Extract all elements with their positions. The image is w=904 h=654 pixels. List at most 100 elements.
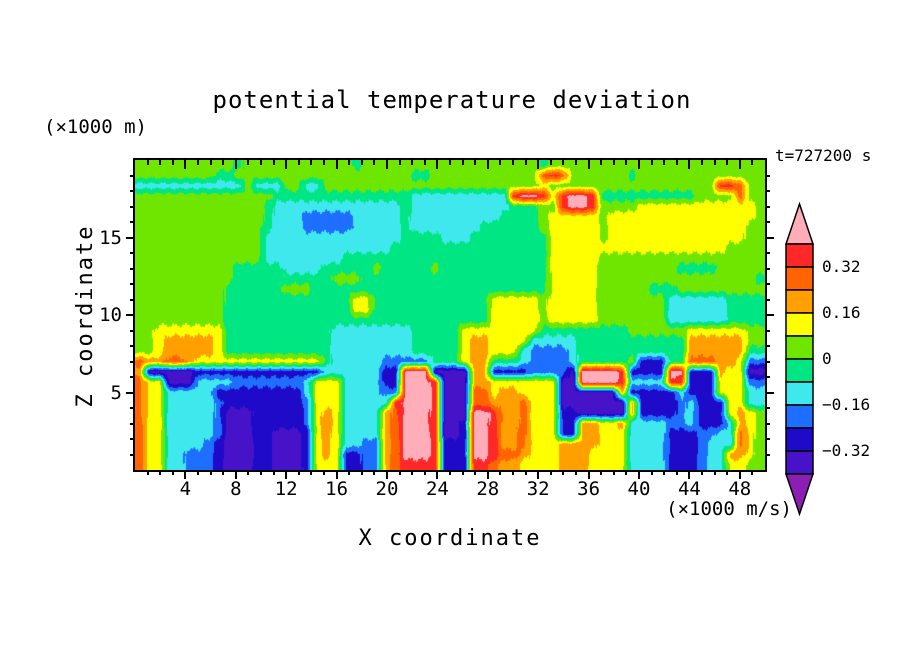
tick-mark (765, 407, 770, 409)
tick-mark (424, 470, 426, 475)
tick-mark (625, 160, 627, 165)
tick-mark (701, 160, 703, 165)
tick-mark (765, 283, 770, 285)
tick-mark (751, 160, 753, 165)
colorbar-label: −0.32 (822, 441, 871, 460)
tick-mark (613, 160, 615, 165)
tick-mark (222, 470, 224, 475)
tick-mark (130, 345, 135, 347)
tick-mark (751, 470, 753, 475)
tick-mark (130, 438, 135, 440)
tick-mark (323, 160, 325, 165)
x-tick-label: 8 (230, 478, 242, 500)
tick-mark (361, 470, 363, 475)
tick-mark (147, 160, 149, 165)
tick-mark (147, 470, 149, 475)
tick-mark (765, 392, 774, 394)
tick-mark (765, 190, 770, 192)
tick-mark (260, 470, 262, 475)
tick-mark (130, 283, 135, 285)
tick-mark (247, 470, 249, 475)
chart-title: potential temperature deviation (212, 86, 692, 114)
tick-mark (739, 470, 741, 479)
tick-mark (651, 470, 653, 475)
tick-mark (701, 470, 703, 475)
x-tick-label: 20 (375, 478, 399, 500)
colorbar-segment (785, 243, 814, 268)
tick-mark (765, 345, 770, 347)
tick-mark (399, 470, 401, 475)
tick-mark (688, 160, 690, 169)
tick-mark (298, 160, 300, 165)
tick-mark (575, 160, 577, 165)
tick-mark (411, 470, 413, 475)
tick-mark (499, 470, 501, 475)
x-tick-label: 44 (677, 478, 701, 500)
tick-mark (126, 237, 135, 239)
tick-mark (588, 160, 590, 169)
tick-mark (726, 160, 728, 165)
tick-mark (184, 160, 186, 169)
tick-mark (550, 470, 552, 475)
tick-mark (361, 160, 363, 165)
tick-mark (714, 470, 716, 475)
tick-mark (765, 454, 770, 456)
tick-mark (235, 160, 237, 169)
colorbar-label: 0.32 (822, 257, 861, 276)
tick-mark (739, 160, 741, 169)
tick-mark (348, 160, 350, 165)
tick-mark (336, 470, 338, 479)
tick-mark (399, 160, 401, 165)
tick-mark (172, 160, 174, 165)
tick-mark (310, 470, 312, 475)
colorbar-segment (785, 358, 814, 383)
tick-mark (424, 160, 426, 165)
tick-mark (765, 376, 770, 378)
timestamp-label: t=727200 s (775, 146, 872, 165)
tick-mark (449, 470, 451, 475)
tick-mark (765, 237, 774, 239)
tick-mark (765, 252, 770, 254)
tick-mark (130, 299, 135, 301)
tick-mark (336, 160, 338, 169)
x-tick-label: 48 (728, 478, 752, 500)
x-tick-label: 32 (526, 478, 550, 500)
tick-mark (575, 470, 577, 475)
tick-mark (765, 206, 770, 208)
tick-mark (663, 470, 665, 475)
tick-mark (285, 160, 287, 169)
colorbar-segment (785, 312, 814, 337)
x-tick-label: 28 (476, 478, 500, 500)
colorbar-label: 0 (822, 349, 832, 368)
tick-mark (260, 160, 262, 165)
tick-mark (638, 160, 640, 169)
tick-mark (436, 160, 438, 169)
tick-mark (765, 330, 770, 332)
tick-mark (210, 470, 212, 475)
tick-mark (130, 454, 135, 456)
colorbar-segment (785, 427, 814, 452)
z-tick-label: 5 (110, 381, 122, 404)
tick-mark (348, 470, 350, 475)
colorbar-segment (785, 450, 814, 475)
z-tick-label: 15 (99, 226, 122, 249)
tick-mark (525, 470, 527, 475)
tick-mark (210, 160, 212, 165)
x-axis-units-label: (×1000 m/s) (666, 498, 792, 520)
tick-mark (512, 160, 514, 165)
colorbar-segment (785, 404, 814, 429)
tick-mark (130, 268, 135, 270)
tick-mark (159, 470, 161, 475)
colorbar-label: −0.16 (822, 395, 871, 414)
tick-mark (126, 314, 135, 316)
tick-mark (222, 160, 224, 165)
tick-mark (130, 407, 135, 409)
tick-mark (474, 470, 476, 475)
tick-mark (436, 470, 438, 479)
tick-mark (487, 470, 489, 479)
x-tick-label: 16 (325, 478, 349, 500)
tick-mark (765, 268, 770, 270)
colorbar-segment (785, 289, 814, 314)
tick-mark (765, 438, 770, 440)
